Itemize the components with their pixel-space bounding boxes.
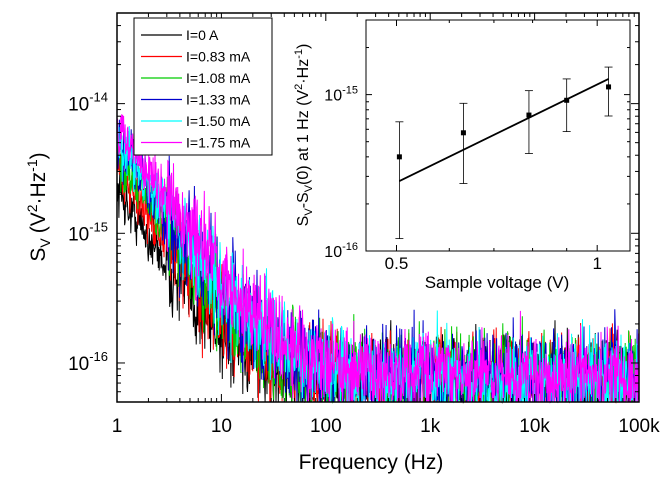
legend: I=0 A I=0.83 mA I=1.08 mA I=1.33 mA I=1.50 m… xyxy=(133,17,273,156)
inset-y-tick-label: 10-15 xyxy=(324,85,358,105)
data-point xyxy=(460,130,466,136)
data-point xyxy=(396,154,402,160)
main-traces xyxy=(116,114,640,404)
inset-plot-frame xyxy=(365,19,631,252)
main-y-tick-label: 10-14 xyxy=(68,90,108,116)
main-x-tick-label: 100k xyxy=(618,416,660,437)
legend-label: I=0.83 mA xyxy=(186,49,251,65)
inset-background xyxy=(366,20,630,251)
data-point xyxy=(564,97,570,103)
fit-line xyxy=(398,78,609,182)
main-plot-frame xyxy=(116,12,640,403)
inset-y-label-p5: ) xyxy=(295,44,312,49)
inset-ticks xyxy=(366,20,630,252)
main-y-label-sup1: 2 xyxy=(24,204,40,212)
legend-label: I=1.33 mA xyxy=(186,92,251,108)
main-y-axis-label: SV (V2·Hz-1) xyxy=(24,152,53,261)
main-y-tick-label: 10-16 xyxy=(68,349,108,375)
inset-y-label-p2: -S xyxy=(295,192,312,208)
inset-y-label-p4: ·Hz xyxy=(295,59,312,84)
inset-x-tick-labels: 0.5 1 xyxy=(385,254,602,273)
main-x-tick-labels: 1 10 100 1k 10k 100k xyxy=(112,416,660,437)
inset-y-tick-labels: 10-16 10-15 xyxy=(324,85,358,261)
main-x-tick-label: 10 xyxy=(211,416,232,437)
main-y-label-base: S xyxy=(27,248,50,262)
main-y-label-sub: V xyxy=(37,238,53,248)
main-x-tick-label: 10k xyxy=(519,416,550,437)
inset-marks xyxy=(395,66,613,240)
legend-box xyxy=(133,17,273,156)
main-x-tick-label: 1 xyxy=(112,416,123,437)
inset-y-label-sub2: V xyxy=(303,184,315,192)
series-line-5 xyxy=(116,114,640,403)
legend-label: I=0 A xyxy=(186,27,219,43)
main-y-tick-labels: 10-16 10-15 10-14 xyxy=(68,90,108,375)
inset-x-tick-label: 1 xyxy=(592,254,601,273)
main-y-label-sup2: -1 xyxy=(24,159,40,172)
data-point xyxy=(606,84,612,90)
main-y-label-paren: (V xyxy=(27,212,50,233)
main-plot: 1 10 100 1k 10k 100k 10-16 10-15 10-14 Frequenc… xyxy=(24,12,660,474)
main-x-axis-label: Frequency (Hz) xyxy=(299,451,444,474)
inset-y-axis-label: SV-SV(0) at 1 Hz (V2·Hz-1) xyxy=(293,44,315,227)
main-x-tick-label: 100 xyxy=(310,416,342,437)
inset-y-label-sub1: V xyxy=(303,208,315,216)
main-y-tick-label: 10-15 xyxy=(68,219,108,245)
inset-y-label-p1: S xyxy=(295,216,312,227)
inset-y-tick-label: 10-16 xyxy=(324,241,358,261)
main-x-tick-label: 1k xyxy=(420,416,441,437)
inset-y-label-p3: (0) at 1 Hz (V xyxy=(295,89,312,184)
inset-y-label-sup2: -1 xyxy=(293,49,305,59)
inset-x-tick-label: 0.5 xyxy=(385,254,409,273)
inset-y-label-sup1: 2 xyxy=(293,84,305,90)
inset-x-axis-label: Sample voltage (V) xyxy=(425,273,570,292)
legend-label: I=1.08 mA xyxy=(186,70,251,86)
main-ticks xyxy=(116,12,640,403)
main-y-label-close: ) xyxy=(27,152,50,159)
legend-label: I=1.75 mA xyxy=(186,135,251,151)
legend-label: I=1.50 mA xyxy=(186,113,251,129)
main-y-label-unit: ·Hz xyxy=(27,172,50,205)
data-point xyxy=(526,112,532,118)
legend-items: I=0 A I=0.83 mA I=1.08 mA I=1.33 mA I=1.50 m… xyxy=(141,27,251,151)
